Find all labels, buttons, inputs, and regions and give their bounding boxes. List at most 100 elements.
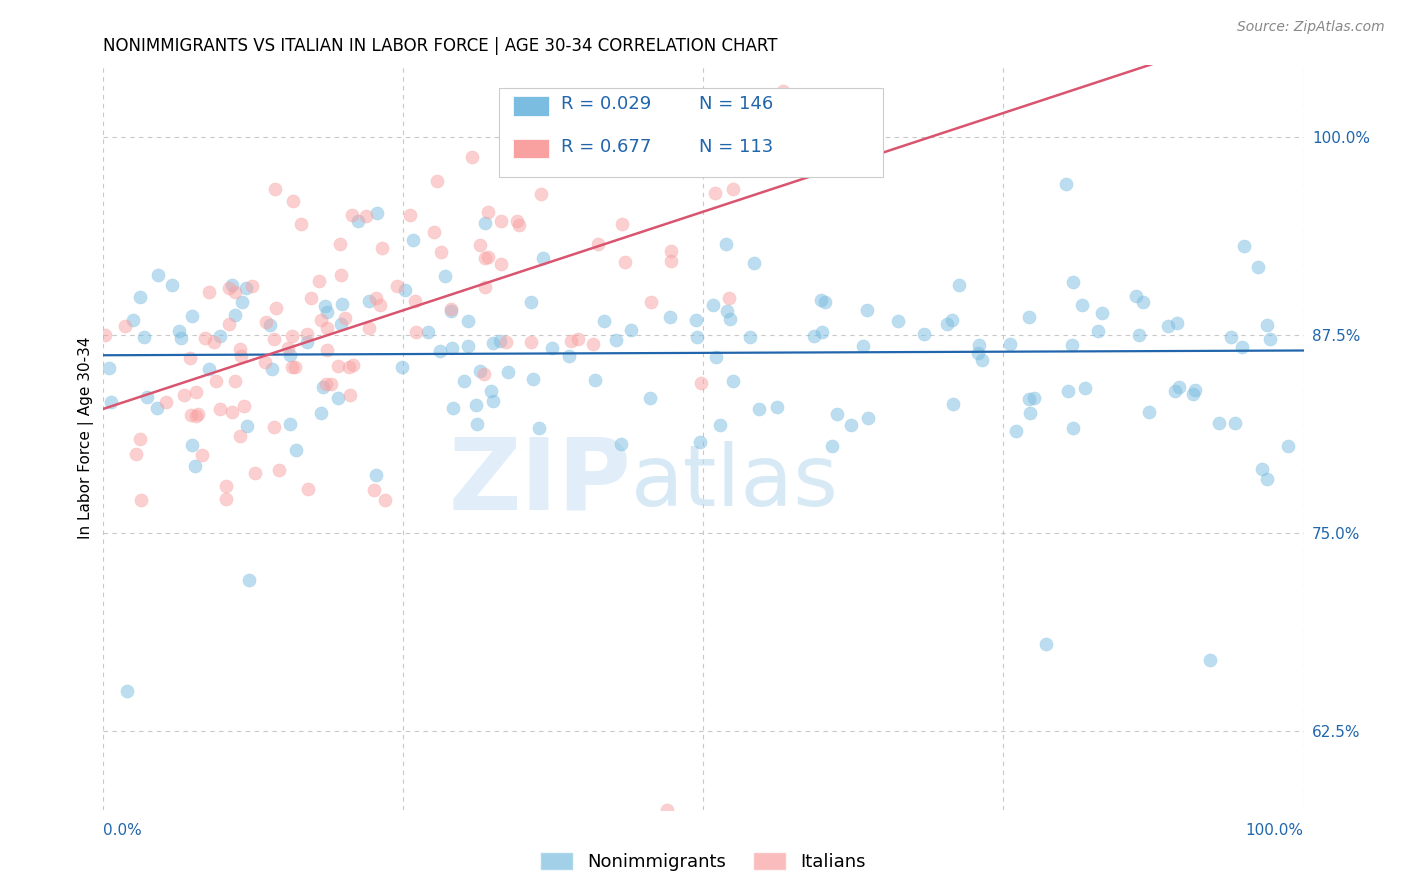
Point [588, 237, 610, 252]
Point [1062, 276, 1084, 290]
Point [231, 295, 253, 310]
Point [716, 303, 738, 318]
Text: R = 0.029: R = 0.029 [561, 95, 651, 113]
Point [426, 174, 449, 188]
Point [319, 376, 342, 391]
Point [263, 181, 285, 195]
Point [238, 574, 260, 588]
Point [633, 145, 655, 159]
Point [474, 216, 496, 230]
Legend: Nonimmigrants, Italians: Nonimmigrants, Italians [533, 845, 873, 879]
Point [229, 428, 252, 442]
Point [221, 405, 243, 419]
Point [194, 331, 217, 345]
Point [259, 318, 281, 332]
Point [240, 278, 263, 293]
Point [610, 217, 633, 231]
Point [132, 329, 155, 343]
Text: NONIMMIGRANTS VS ITALIAN IN LABOR FORCE | AGE 30-34 CORRELATION CHART: NONIMMIGRANTS VS ITALIAN IN LABOR FORCE … [103, 37, 778, 55]
Point [1251, 462, 1274, 476]
Point [354, 209, 377, 223]
Point [308, 274, 330, 288]
Point [264, 301, 287, 316]
Point [721, 182, 744, 196]
Point [468, 364, 491, 378]
Point [332, 297, 354, 311]
Point [263, 420, 285, 434]
Point [489, 334, 512, 349]
Point [1062, 420, 1084, 434]
Point [363, 483, 385, 498]
Point [827, 407, 849, 421]
Point [333, 311, 356, 326]
Point [281, 329, 304, 343]
Point [942, 396, 965, 410]
Point [703, 186, 725, 200]
Point [218, 317, 240, 331]
Point [1256, 472, 1278, 486]
Point [297, 334, 319, 349]
Point [495, 334, 517, 349]
Text: Source: ZipAtlas.com: Source: ZipAtlas.com [1237, 20, 1385, 34]
Point [315, 305, 337, 319]
Point [364, 292, 387, 306]
Point [689, 435, 711, 450]
Point [690, 376, 713, 390]
Point [1163, 384, 1185, 399]
Point [821, 440, 844, 454]
Point [1208, 416, 1230, 430]
Point [702, 298, 724, 312]
Point [312, 380, 335, 394]
Point [718, 312, 741, 326]
Point [297, 483, 319, 497]
Point [1247, 260, 1270, 274]
Point [477, 250, 499, 264]
Point [472, 367, 495, 381]
FancyBboxPatch shape [513, 139, 550, 158]
Point [659, 253, 682, 268]
Y-axis label: In Labor Force | Age 30-34: In Labor Force | Age 30-34 [79, 336, 94, 539]
Point [1277, 439, 1299, 453]
Point [342, 358, 364, 372]
Point [190, 448, 212, 462]
Point [529, 420, 551, 434]
Point [941, 313, 963, 327]
Point [1128, 327, 1150, 342]
Point [482, 394, 505, 409]
Point [813, 295, 835, 310]
Point [453, 374, 475, 388]
Point [506, 214, 529, 228]
Point [457, 339, 479, 353]
Point [148, 268, 170, 283]
Point [1071, 298, 1094, 312]
Point [180, 438, 202, 452]
Point [205, 374, 228, 388]
Point [1091, 305, 1114, 319]
Point [682, 95, 704, 110]
Point [433, 268, 456, 283]
Point [1233, 239, 1256, 253]
Point [366, 467, 388, 482]
Point [1230, 340, 1253, 354]
Point [655, 803, 678, 817]
Point [717, 291, 740, 305]
Point [316, 343, 339, 358]
Point [1056, 384, 1078, 399]
Point [1166, 316, 1188, 330]
Point [465, 398, 488, 412]
Point [309, 406, 332, 420]
Point [935, 318, 957, 332]
Point [443, 401, 465, 415]
Point [285, 443, 308, 458]
Point [474, 280, 496, 294]
Point [399, 208, 422, 222]
Point [439, 303, 461, 318]
Point [278, 348, 301, 362]
Point [309, 313, 332, 327]
Point [253, 355, 276, 369]
Point [640, 391, 662, 405]
Point [1022, 391, 1045, 405]
Point [479, 384, 502, 399]
Point [346, 214, 368, 228]
Point [803, 329, 825, 343]
